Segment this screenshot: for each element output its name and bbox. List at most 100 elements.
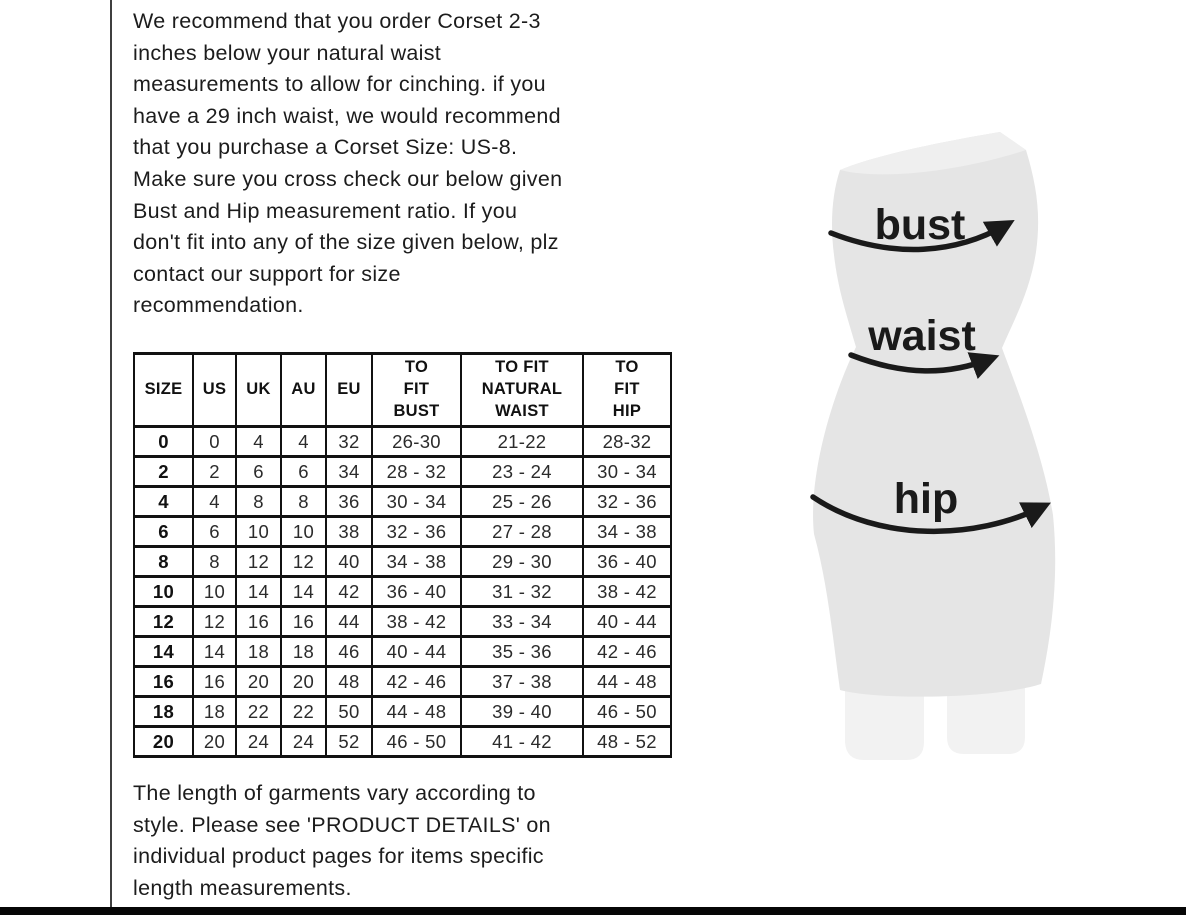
table-cell: 40 - 44 [582,605,672,638]
table-cell: 8 [133,545,194,578]
table-cell: 28 - 32 [371,455,462,488]
table-cell: 12 [235,545,282,578]
table-cell: 10 [235,515,282,548]
table-cell: 31 - 32 [460,575,584,608]
header-cell: SIZE [133,352,194,428]
table-cell: 50 [325,695,373,728]
hip-arrow [810,494,1051,534]
table-cell: 52 [325,725,373,758]
table-cell: 24 [235,725,282,758]
table-cell: 22 [235,695,282,728]
table-cell: 37 - 38 [460,665,584,698]
size-chart-table: SIZE US UK AU EU TO FIT BUST TO FIT NATURAL WA… [133,352,672,758]
table-cell: 44 - 48 [582,665,672,698]
table-row: 10 10 14 14 42 36 - 40 31 - 32 38 - 42 [133,575,672,608]
waist-label: waist [867,312,976,360]
table-row: 2 2 6 6 34 28 - 32 23 - 24 30 - 34 [133,455,672,488]
table-cell: 4 [280,425,327,458]
table-cell: 14 [133,635,194,668]
intro-paragraph: We recommend that you order Corset 2-3 i… [133,9,563,318]
table-cell: 4 [192,485,237,518]
table-row: 12 12 16 16 44 38 - 42 33 - 34 40 - 44 [133,605,672,638]
table-cell: 18 [133,695,194,728]
table-cell: 14 [192,635,237,668]
table-cell: 24 [280,725,327,758]
header-cell: AU [280,352,327,428]
bust-label: bust [875,201,966,249]
table-cell: 34 - 38 [582,515,672,548]
table-cell: 40 - 44 [371,635,462,668]
table-cell: 34 [325,455,373,488]
table-cell: 20 [192,725,237,758]
left-divider [110,0,112,908]
table-cell: 0 [192,425,237,458]
table-cell: 6 [192,515,237,548]
table-cell: 8 [192,545,237,578]
table-cell: 16 [133,665,194,698]
table-cell: 48 - 52 [582,725,672,758]
table-header-row: SIZE US UK AU EU TO FIT BUST TO FIT NATURAL WA… [133,352,672,428]
table-cell: 46 [325,635,373,668]
table-cell: 46 - 50 [371,725,462,758]
table-cell: 36 - 40 [582,545,672,578]
table-cell: 42 [325,575,373,608]
table-cell: 20 [280,665,327,698]
table-cell: 18 [235,635,282,668]
table-cell: 18 [192,695,237,728]
table-cell: 12 [280,545,327,578]
table-cell: 25 - 26 [460,485,584,518]
table-cell: 38 [325,515,373,548]
table-cell: 16 [280,605,327,638]
torso-top-plane [840,132,1026,175]
table-cell: 6 [280,455,327,488]
table-cell: 48 [325,665,373,698]
table-cell: 10 [192,575,237,608]
table-cell: 20 [235,665,282,698]
table-cell: 36 - 40 [371,575,462,608]
table-cell: 29 - 30 [460,545,584,578]
table-cell: 44 [325,605,373,638]
table-cell: 38 - 42 [582,575,672,608]
table-cell: 27 - 28 [460,515,584,548]
table-cell: 12 [192,605,237,638]
table-row: 18 18 22 22 50 44 - 48 39 - 40 46 - 50 [133,695,672,728]
table-cell: 33 - 34 [460,605,584,638]
table-cell: 16 [235,605,282,638]
table-cell: 6 [133,515,194,548]
table-cell: 8 [235,485,282,518]
table-cell: 4 [235,425,282,458]
table-cell: 6 [235,455,282,488]
header-cell: UK [235,352,282,428]
table-cell: 2 [133,455,194,488]
table-cell: 20 [133,725,194,758]
table-cell: 32 [325,425,373,458]
table-row: 0 0 4 4 32 26-30 21-22 28-32 [133,425,672,458]
hip-label: hip [894,475,958,523]
table-cell: 23 - 24 [460,455,584,488]
table-cell: 42 - 46 [371,665,462,698]
table-cell: 36 [325,485,373,518]
table-cell: 41 - 42 [460,725,584,758]
table-cell: 0 [133,425,194,458]
table-cell: 14 [235,575,282,608]
right-leg-shape [947,655,1025,754]
table-row: 16 16 20 20 48 42 - 46 37 - 38 44 - 48 [133,665,672,698]
header-cell: TO FIT HIP [582,352,672,428]
table-row: 14 14 18 18 46 40 - 44 35 - 36 42 - 46 [133,635,672,668]
table-cell: 16 [192,665,237,698]
table-cell: 38 - 42 [371,605,462,638]
table-cell: 30 - 34 [371,485,462,518]
table-cell: 18 [280,635,327,668]
table-cell: 4 [133,485,194,518]
table-cell: 2 [192,455,237,488]
header-cell: TO FIT NATURAL WAIST [460,352,584,428]
table-row: 4 4 8 8 36 30 - 34 25 - 26 32 - 36 [133,485,672,518]
waist-arrow [848,352,1000,379]
table-row: 20 20 24 24 52 46 - 50 41 - 42 48 - 52 [133,725,672,758]
footer-paragraph: The length of garments vary according to… [133,781,551,900]
table-cell: 46 - 50 [582,695,672,728]
header-cell: US [192,352,237,428]
figure-legs [845,655,1025,760]
bottom-divider [0,907,1186,915]
